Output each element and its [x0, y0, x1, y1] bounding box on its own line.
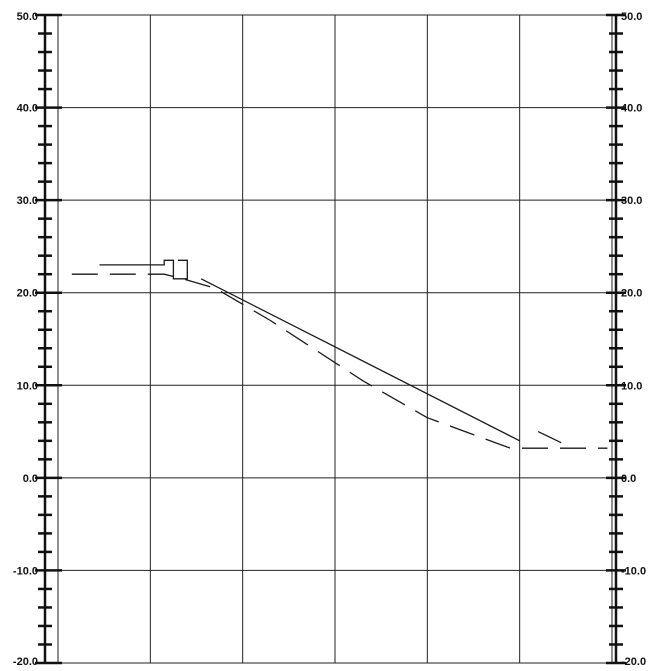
- right-tick-label: 40.0: [621, 103, 642, 115]
- grid: [57, 14, 613, 664]
- right-tick-label: 0.0: [621, 473, 636, 485]
- solid-series-line: [99, 259, 188, 280]
- left-tick-label: 10.0: [17, 380, 38, 392]
- left-tick-label: 40.0: [17, 103, 38, 115]
- left-tick-label: 20.0: [17, 288, 38, 300]
- tick-labels: 50.0 50.0 40.0 40.0 30.0 30.0 20.0 20.0 10.0 10.0…: [13, 11, 646, 668]
- left-tick-label: 30.0: [17, 195, 38, 207]
- right-tick-label: -10.0: [621, 565, 646, 577]
- left-tick-label: -20.0: [13, 656, 38, 668]
- solid-series-line: [200, 278, 520, 442]
- axes: [35, 13, 626, 665]
- dashed-series-line: [537, 431, 562, 444]
- right-tick-label: 20.0: [621, 288, 642, 300]
- left-tick-label: 50.0: [17, 11, 38, 23]
- left-tick-label: -10.0: [13, 565, 38, 577]
- right-tick-label: -20.0: [621, 656, 646, 668]
- right-tick-label: 50.0: [621, 11, 642, 23]
- right-tick-label: 30.0: [621, 195, 642, 207]
- right-tick-label: 10.0: [621, 380, 642, 392]
- series-layer: [71, 259, 608, 449]
- dashed-series-line: [71, 273, 608, 449]
- left-tick-label: 0.0: [23, 473, 38, 485]
